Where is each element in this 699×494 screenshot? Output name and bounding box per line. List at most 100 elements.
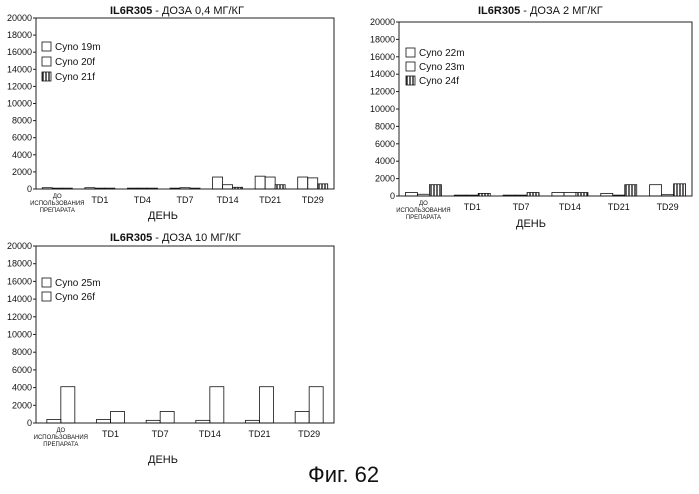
y-tick-label: 10000	[7, 99, 32, 109]
x-tick-label: TD29	[657, 202, 679, 212]
x-tick-label: TD14	[217, 195, 239, 205]
x-axis-label: ДЕНЬ	[516, 218, 546, 230]
y-tick-label: 12000	[7, 312, 32, 322]
legend-swatch	[42, 292, 51, 301]
chart-panel-dose-2: IL6R305 - ДОЗА 2 МГ/КГ 02000400060008000…	[364, 0, 699, 232]
legend-label: Cyno 22m	[419, 48, 465, 59]
legend-swatch	[42, 72, 51, 81]
bar	[62, 188, 72, 189]
x-tick-label: ПРЕПАРАТА	[406, 215, 441, 221]
chart-title: IL6R305 - ДОЗА 0,4 МГ/КГ	[110, 5, 244, 17]
legend-swatch	[406, 48, 415, 57]
legend-swatch	[406, 62, 415, 71]
legend-label: Cyno 21f	[55, 72, 95, 83]
legend-label: Cyno 23m	[419, 62, 465, 73]
x-tick-label: ДО	[419, 201, 428, 207]
y-tick-label: 10000	[7, 330, 32, 340]
bar	[625, 185, 637, 196]
x-tick-label: TD7	[513, 202, 530, 212]
bar	[417, 194, 429, 196]
x-tick-label: TD21	[259, 195, 281, 205]
y-tick-label: 6000	[12, 365, 32, 375]
bar	[527, 193, 539, 196]
x-axis-label: ДЕНЬ	[148, 454, 178, 466]
y-tick-label: 8000	[12, 116, 32, 126]
legend-swatch	[42, 278, 51, 287]
plot-area	[36, 246, 334, 423]
x-tick-label: TD7	[176, 195, 193, 205]
y-tick-label: 8000	[375, 121, 395, 131]
y-tick-label: 4000	[12, 150, 32, 160]
bar	[308, 178, 318, 189]
bar	[233, 187, 243, 189]
x-tick-label: ИСПОЛЬЗОВАНИЯ	[396, 208, 450, 214]
bar	[105, 188, 115, 189]
bar	[564, 193, 576, 196]
x-tick-label: TD21	[608, 202, 630, 212]
bar	[650, 185, 662, 196]
bar	[298, 177, 308, 189]
y-tick-label: 6000	[12, 133, 32, 143]
bar	[265, 177, 275, 189]
bar	[85, 188, 95, 189]
bar-chart: 0200040006000800010000120001400016000180…	[0, 228, 345, 468]
x-tick-label: TD29	[298, 429, 320, 439]
bar	[318, 184, 328, 189]
bar	[147, 188, 157, 189]
y-tick-label: 0	[27, 184, 32, 194]
y-tick-label: 6000	[375, 139, 395, 149]
y-tick-label: 20000	[7, 241, 32, 251]
bar	[576, 193, 588, 196]
y-tick-label: 2000	[12, 400, 32, 410]
y-tick-label: 20000	[7, 13, 32, 23]
bar	[61, 387, 75, 423]
y-tick-label: 18000	[370, 34, 395, 44]
bar	[196, 420, 210, 423]
x-tick-label: TD1	[464, 202, 481, 212]
y-tick-label: 16000	[7, 47, 32, 57]
y-tick-label: 4000	[12, 383, 32, 393]
bar	[309, 387, 323, 423]
x-tick-label: ПРЕПАРАТА	[40, 208, 75, 214]
bar	[601, 193, 613, 196]
bar	[160, 411, 174, 423]
bar	[180, 188, 190, 189]
y-tick-label: 0	[390, 191, 395, 201]
y-tick-label: 0	[27, 418, 32, 428]
x-tick-label: ДО	[53, 194, 62, 200]
bar	[405, 193, 417, 196]
bar	[246, 420, 260, 423]
legend-label: Cyno 24f	[419, 76, 459, 87]
legend-label: Cyno 26f	[55, 292, 95, 303]
x-tick-label: TD14	[559, 202, 581, 212]
chart-panel-dose-0-4: IL6R305 - ДОЗА 0,4 МГ/КГ 020004000600080…	[0, 0, 345, 230]
x-tick-label: ПРЕПАРАТА	[43, 442, 78, 448]
bar-chart: 0200040006000800010000120001400016000180…	[364, 0, 699, 232]
bar	[275, 185, 285, 189]
bar	[213, 177, 223, 189]
bar	[255, 176, 265, 189]
bar	[295, 411, 309, 423]
x-tick-label: ИСПОЛЬЗОВАНИЯ	[34, 435, 88, 441]
y-tick-label: 18000	[7, 259, 32, 269]
bar-chart: 0200040006000800010000120001400016000180…	[0, 0, 345, 230]
bar	[210, 387, 224, 423]
y-tick-label: 2000	[375, 174, 395, 184]
bar	[223, 185, 233, 189]
chart-title: IL6R305 - ДОЗА 10 МГ/КГ	[110, 232, 241, 244]
y-tick-label: 8000	[12, 347, 32, 357]
bar	[552, 193, 564, 196]
y-tick-label: 10000	[370, 104, 395, 114]
y-tick-label: 14000	[370, 69, 395, 79]
legend-label: Cyno 19m	[55, 42, 101, 53]
chart-panel-dose-10: IL6R305 - ДОЗА 10 МГ/КГ 0 2000 4000 6000 800…	[0, 228, 345, 468]
y-tick-label: 12000	[7, 81, 32, 91]
bar	[674, 184, 686, 196]
legend-swatch	[42, 42, 51, 51]
legend-swatch	[406, 76, 415, 85]
bar	[662, 195, 674, 196]
bar	[97, 419, 111, 423]
y-tick-label: 16000	[7, 276, 32, 286]
x-tick-label: TD29	[302, 195, 324, 205]
x-tick-label: TD21	[248, 429, 270, 439]
